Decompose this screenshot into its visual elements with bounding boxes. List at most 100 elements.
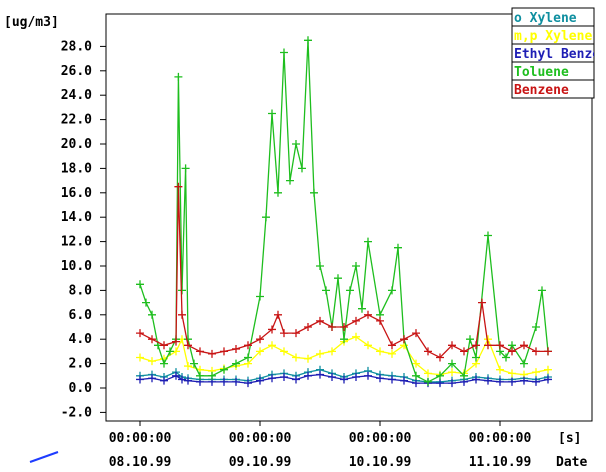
data-point (520, 359, 528, 368)
data-point (256, 335, 264, 344)
data-point (460, 371, 468, 380)
x-tick-time: 00:00:00 (349, 431, 412, 446)
data-point (268, 325, 276, 334)
data-point (394, 243, 402, 252)
data-point (268, 109, 276, 118)
data-point (328, 347, 336, 356)
data-point (136, 375, 144, 384)
data-point (364, 310, 372, 319)
data-point (316, 349, 324, 358)
legend-entry: Benzene (514, 83, 569, 98)
data-point (472, 341, 480, 350)
data-point (148, 335, 156, 344)
x-tick-time: 00:00:00 (469, 431, 532, 446)
data-point (352, 262, 360, 270)
data-point (484, 231, 492, 240)
y-tick-label: 22.0 (61, 113, 92, 128)
axis-ticks: 28.0 26.0 24.0 22.0 20.0 18.0 16.0 14.0 12.0 10.0… (61, 39, 532, 470)
series-toluene (136, 36, 552, 386)
data-point (316, 262, 324, 270)
data-point (502, 353, 510, 362)
data-point (388, 341, 396, 350)
data-point (190, 359, 198, 368)
data-point (352, 373, 360, 382)
data-point (280, 329, 288, 338)
data-point (136, 329, 144, 338)
data-point (364, 341, 372, 350)
data-point (472, 375, 480, 384)
y-tick-label: 6.0 (69, 308, 93, 323)
data-point (136, 280, 144, 289)
data-point (424, 377, 432, 386)
y-tick-label: -2.0 (61, 405, 92, 420)
data-point (532, 368, 540, 377)
series-benzene (136, 182, 552, 362)
data-point (448, 379, 456, 388)
data-point (424, 347, 432, 356)
legend-items: o Xylene m,p Xylene Ethyl Benzene Toluene Be… (514, 11, 606, 98)
y-tick-label: 4.0 (69, 332, 93, 347)
x-tick-date: 08.10.99 (109, 455, 172, 468)
y-tick-label: 0.0 (69, 381, 93, 396)
x-axis-unit: [s] (558, 431, 581, 446)
data-point (436, 371, 444, 380)
data-point (448, 359, 456, 368)
series-layer (136, 36, 552, 388)
data-point (508, 347, 516, 356)
legend-entry: Ethyl Benzene (514, 47, 606, 62)
data-point (196, 347, 204, 356)
data-point (346, 286, 354, 295)
series-line (139, 186, 548, 359)
x-tick-date: 10.10.99 (349, 455, 412, 468)
data-point (160, 341, 168, 350)
data-point (244, 353, 252, 362)
data-point (412, 379, 420, 388)
data-point (364, 237, 372, 246)
data-point (544, 375, 552, 384)
legend: o Xylene m,p Xylene Ethyl Benzene Toluene Be… (511, 7, 606, 99)
data-point (304, 354, 312, 363)
data-point (544, 347, 552, 356)
data-point (148, 310, 156, 319)
data-point (268, 374, 276, 383)
data-point (274, 188, 282, 197)
data-point (412, 359, 420, 368)
y-tick-label: 14.0 (61, 210, 92, 225)
data-point (292, 140, 300, 148)
data-point (484, 341, 492, 350)
data-point (448, 368, 456, 377)
y-tick-label: 26.0 (61, 64, 92, 79)
data-point (358, 304, 366, 313)
data-point (208, 349, 216, 358)
data-point (508, 369, 516, 378)
data-point (532, 377, 540, 386)
y-tick-label: 20.0 (61, 137, 92, 152)
data-point (532, 323, 540, 331)
data-point (280, 347, 288, 356)
x-tick-date: 11.10.99 (469, 455, 532, 468)
data-point (232, 377, 240, 386)
data-point (292, 375, 300, 384)
data-point (340, 335, 348, 344)
data-point (298, 164, 306, 173)
data-point (316, 370, 324, 379)
data-point (274, 310, 282, 319)
x-tick-time: 00:00:00 (229, 431, 292, 446)
y-tick-label: 28.0 (61, 39, 92, 54)
data-point (412, 329, 420, 338)
data-point (328, 373, 336, 382)
data-point (166, 347, 174, 356)
data-point (142, 298, 150, 307)
data-point (256, 292, 264, 301)
data-point (178, 310, 186, 319)
data-point (436, 379, 444, 388)
data-point (328, 323, 336, 331)
data-point (304, 36, 312, 45)
data-point (412, 371, 420, 380)
data-point (424, 369, 432, 378)
data-point (268, 341, 276, 350)
data-point (286, 176, 294, 185)
x-tick-date: 09.10.99 (229, 455, 292, 468)
legend-entry: o Xylene (514, 11, 577, 26)
